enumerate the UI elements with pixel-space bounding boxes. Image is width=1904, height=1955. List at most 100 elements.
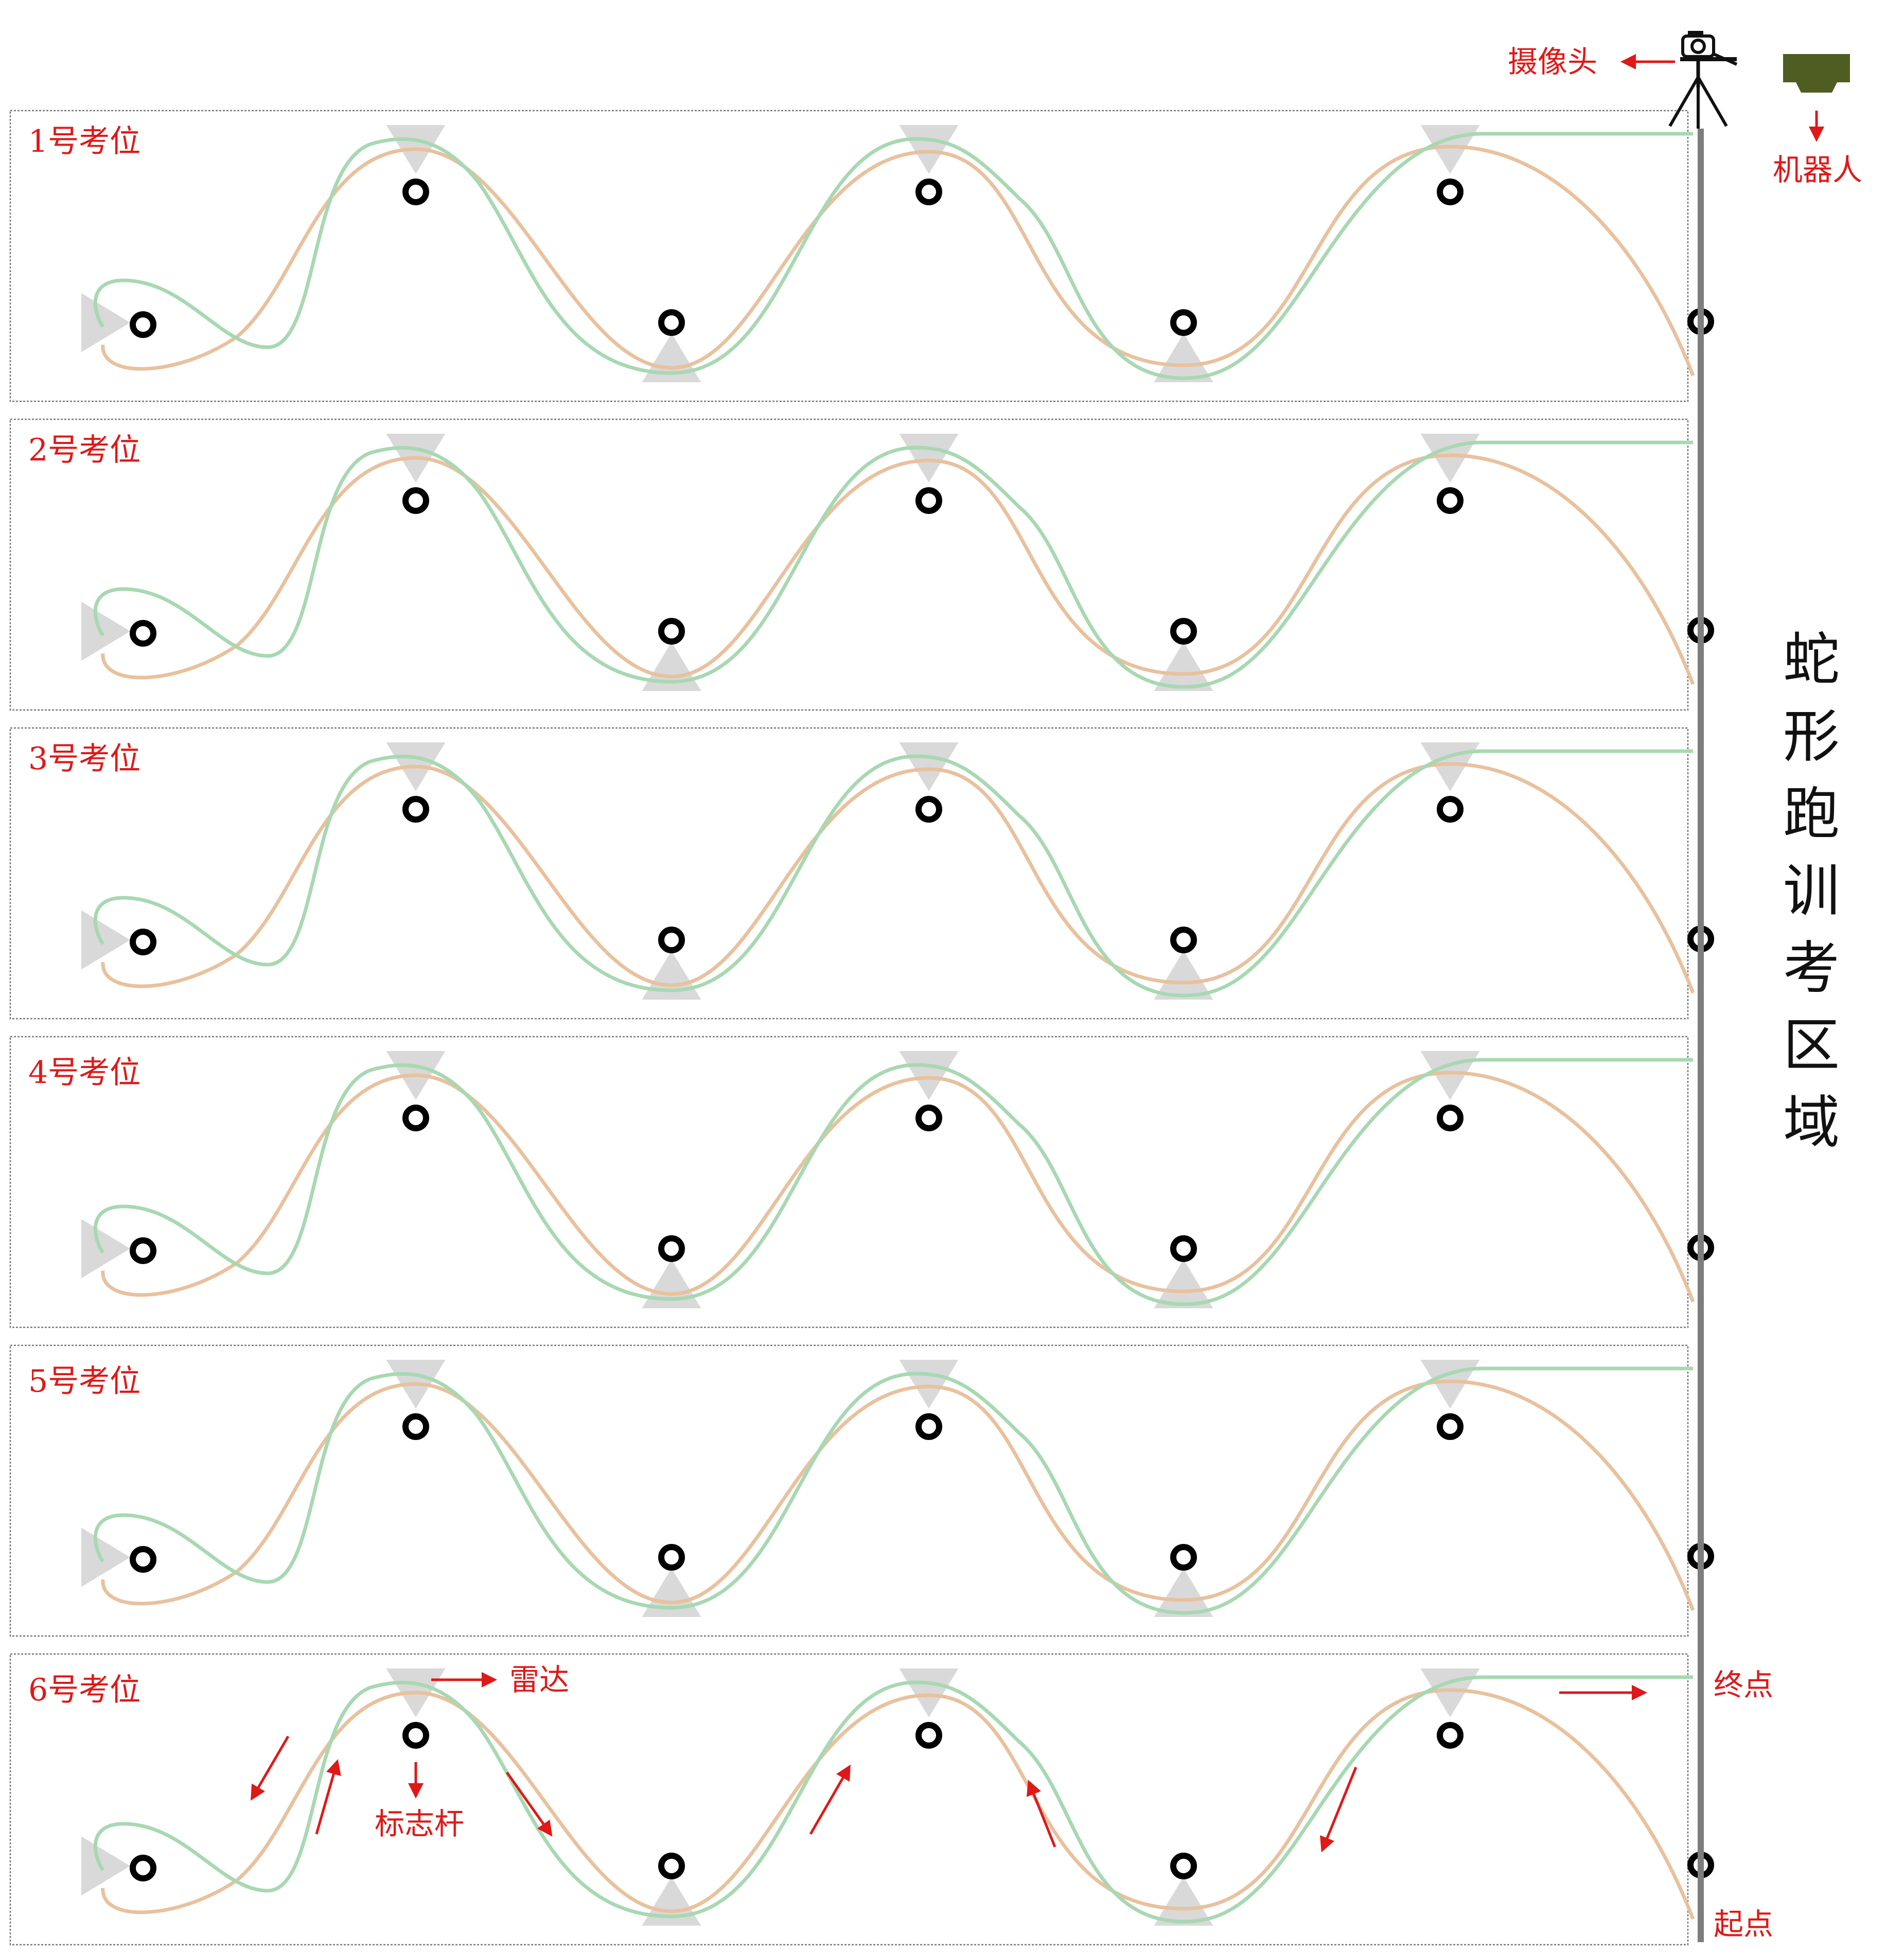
red-arrow-icon [505,1771,553,1837]
side-title-char: 域 [1783,1090,1840,1156]
marker-pole-icon [915,796,942,823]
side-title-char: 蛇 [1783,627,1840,692]
marker-pole-icon [658,927,685,953]
camera-label: 摄像头 [1508,44,1597,79]
radar-triangle-icon [899,1360,959,1409]
lanes: 1号考位 2号考位 3号考位 4号考位 5号考位 6号考位 [9,110,1714,1946]
side-title-char: 跑 [1783,781,1840,847]
marker-pole-icon [402,1722,429,1749]
lane-border [9,110,1689,402]
route-path-orange [101,1071,1695,1303]
marker-pole-icon [1437,1105,1464,1131]
lane-border [9,1653,1689,1946]
marker-pole-icon [130,1855,156,1881]
marker-pole-icon [1437,796,1464,823]
camera-tripod-icon [1668,31,1738,129]
side-title-char: 形 [1783,704,1840,770]
pole-label: 标志杆 [375,1806,464,1841]
lane-label: 4号考位 [28,1055,140,1091]
route-path-orange [101,145,1695,377]
robot-label: 机器人 [1773,152,1862,187]
marker-pole-icon [402,796,429,823]
side-title-char: 训 [1783,858,1840,924]
lane-label: 3号考位 [28,741,140,777]
marker-pole-icon [402,487,429,514]
radar-triangle-icon [899,1668,959,1717]
radar-triangle-icon [1420,1668,1480,1717]
route-path-orange [101,1688,1695,1920]
marker-pole-icon [402,179,429,205]
lane-label: 6号考位 [28,1672,140,1708]
lane-1: 1号考位 [9,110,1714,402]
lane-5: 5号考位 [9,1344,1714,1637]
lane-4: 4号考位 [9,1036,1714,1328]
marker-pole-icon [130,929,156,955]
red-arrow-icon [250,1735,290,1801]
lane-border [9,418,1689,711]
radar-triangle-icon [1420,742,1480,791]
lane-3: 3号考位 [9,727,1714,1020]
red-arrow-icon [809,1764,851,1835]
radar-triangle-icon [899,434,959,483]
radar-triangle-icon [1154,1259,1213,1308]
direction-arrows [250,1735,1358,1853]
route-path-green [93,1675,1693,1924]
lane-label: 5号考位 [28,1363,140,1399]
marker-pole-icon [915,1413,942,1440]
marker-pole-icon [658,1853,685,1879]
radar-triangle-icon [642,1877,701,1926]
marker-pole-icon [130,311,156,338]
route-path-green [93,440,1693,689]
radar-triangle-icon [899,1051,959,1100]
marker-pole-icon [658,309,685,336]
marker-pole-icon [1170,309,1197,336]
red-arrow-icon [1320,1767,1358,1853]
radar-triangle-icon [1154,1568,1213,1617]
radar-triangle-icon [81,1527,130,1587]
radar-triangle-icon [81,1836,130,1896]
marker-pole-icon [1437,487,1464,514]
radar-triangle-icon [642,333,701,382]
lane-label: 2号考位 [28,432,140,468]
finish-label: 终点 [1714,1667,1773,1702]
side-title-char: 考 [1783,935,1840,1001]
radar-triangle-icon [1420,125,1480,174]
radar-triangle-icon [899,125,959,174]
radar-triangle-icon [81,1219,130,1278]
radar-triangle-icon [642,1259,701,1308]
marker-pole-icon [915,179,942,205]
radar-triangle-icon [642,642,701,691]
lane-label: 1号考位 [28,123,140,159]
marker-pole-icon [1437,1413,1464,1440]
route-path-green [93,132,1693,380]
marker-pole-icon [1437,1722,1464,1749]
lane-border [9,727,1689,1020]
marker-pole-icon [915,1722,942,1749]
route-path-green [93,1366,1693,1615]
lane-6: 6号考位 [9,1653,1714,1946]
radar-triangle-icon [1154,951,1213,1000]
radar-triangle-icon [81,601,130,661]
red-arrow-icon [315,1759,341,1835]
route-path-green [93,749,1693,998]
marker-pole-icon [658,1544,685,1571]
marker-pole-icon [915,1105,942,1131]
radar-triangle-icon [81,910,130,970]
marker-pole-icon [658,618,685,645]
robot-icon [1783,54,1850,93]
radar-triangle-icon [81,293,130,352]
marker-pole-icon [130,1546,156,1573]
radar-triangle-icon [1154,642,1213,691]
marker-pole-icon [1437,179,1464,205]
route-path-orange [101,762,1695,994]
red-arrow-icon [1026,1780,1056,1847]
marker-pole-icon [658,1235,685,1262]
side-title-char: 区 [1783,1012,1840,1078]
route-path-orange [101,453,1695,685]
marker-pole-icon [915,487,942,514]
radar-triangle-icon [1420,1051,1480,1100]
marker-pole-icon [130,620,156,647]
lane-2: 2号考位 [9,418,1714,711]
